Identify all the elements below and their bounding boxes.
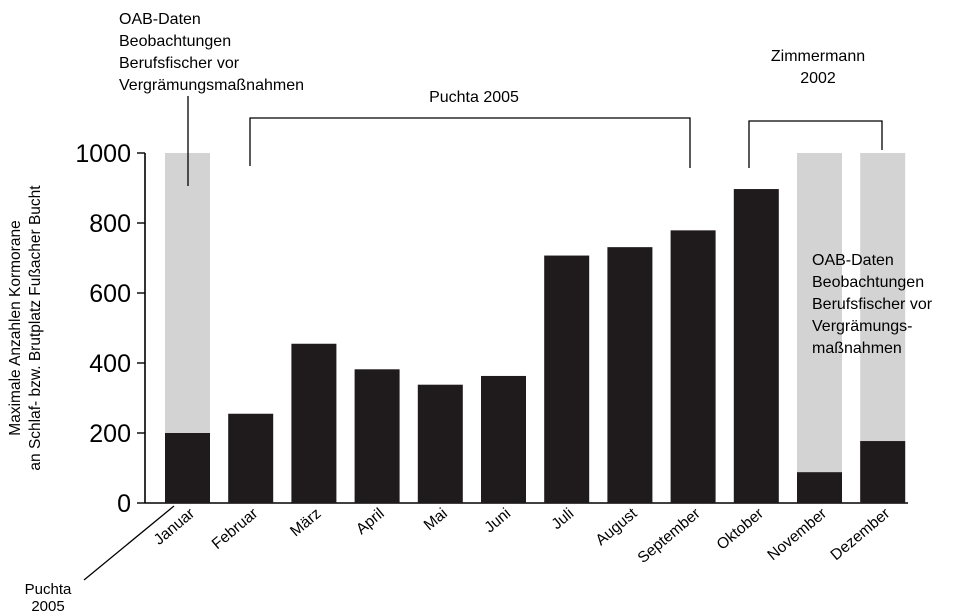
- bar-main-1: [228, 413, 274, 503]
- oab-right-line3: Berufsfischer vor: [812, 296, 933, 313]
- oab-left-line4: Vergrämungsmaßnahmen: [119, 77, 304, 94]
- oab-left-line1: OAB-Daten: [119, 11, 201, 28]
- x-tick-label: April: [353, 505, 388, 538]
- bar-main-0: [165, 433, 210, 503]
- annotation-oab-right: OAB-Daten Beobachtungen Berufsfischer vo…: [812, 252, 933, 357]
- puchta-bottom-leader: [83, 505, 175, 581]
- puchta-bottom-line2: 2005: [31, 598, 64, 614]
- oab-right-line5: maßnahmen: [812, 340, 902, 357]
- x-tick-label: Juli: [549, 505, 578, 533]
- x-tick-label: September: [635, 505, 704, 567]
- puchta-bracket: [249, 117, 691, 168]
- y-tick-label: 600: [89, 280, 131, 308]
- annotation-puchta-bottom: Puchta 2005: [25, 505, 175, 614]
- zimmermann-line2: 2002: [800, 70, 836, 87]
- bar-main-2: [291, 343, 337, 503]
- x-tick-label: Februar: [209, 505, 262, 553]
- puchta-top-label: Puchta 2005: [429, 89, 519, 106]
- oab-right-line4: Vergrämungs-: [812, 318, 913, 335]
- zimmermann-bracket: [748, 120, 883, 168]
- annotation-puchta-top: Puchta 2005: [249, 89, 691, 168]
- bar-main-4: [417, 384, 463, 503]
- bar-main-5: [481, 375, 526, 503]
- x-tick-label: November: [764, 505, 830, 564]
- x-tick-label: Dezember: [828, 505, 894, 564]
- bars: [165, 153, 906, 504]
- y-tick-label: 1000: [75, 140, 131, 168]
- y-axis-label-line2: an Schlaf- bzw. Brutplatz Fußacher Bucht: [27, 185, 44, 471]
- oab-right-line1: OAB-Daten: [812, 252, 894, 269]
- oab-right-line2: Beobachtungen: [812, 274, 924, 291]
- x-tick-label: Mai: [421, 505, 451, 534]
- bar-main-10: [797, 472, 842, 503]
- x-tick-label: März: [287, 505, 324, 540]
- zimmermann-line1: Zimmermann: [771, 48, 865, 65]
- x-tick-label: Juni: [481, 505, 514, 536]
- y-tick-label: 0: [117, 490, 131, 518]
- bar-main-7: [607, 247, 653, 503]
- bar-main-6: [544, 255, 590, 503]
- puchta-bottom-line1: Puchta: [25, 581, 72, 598]
- bar-main-8: [670, 230, 716, 503]
- oab-left-line2: Beobachtungen: [119, 33, 231, 50]
- bar-main-9: [733, 189, 779, 504]
- y-tick-label: 400: [89, 350, 131, 378]
- x-tick-label: August: [593, 505, 641, 549]
- bar-oab-10: [797, 153, 842, 503]
- y-tick-label: 200: [89, 420, 131, 448]
- y-tick-label: 800: [89, 210, 131, 238]
- bar-main-11: [860, 441, 906, 503]
- x-tick-label: Oktober: [714, 505, 767, 553]
- annotation-oab-left: OAB-Daten Beobachtungen Berufsfischer vo…: [119, 11, 304, 186]
- x-tick-label: Januar: [151, 505, 198, 548]
- bar-main-3: [354, 369, 400, 503]
- y-axis-label-line1: Maximale Anzahlen Kormorane: [7, 220, 24, 435]
- oab-left-line3: Berufsfischer vor: [119, 55, 240, 72]
- annotation-zimmermann: Zimmermann 2002: [748, 48, 883, 168]
